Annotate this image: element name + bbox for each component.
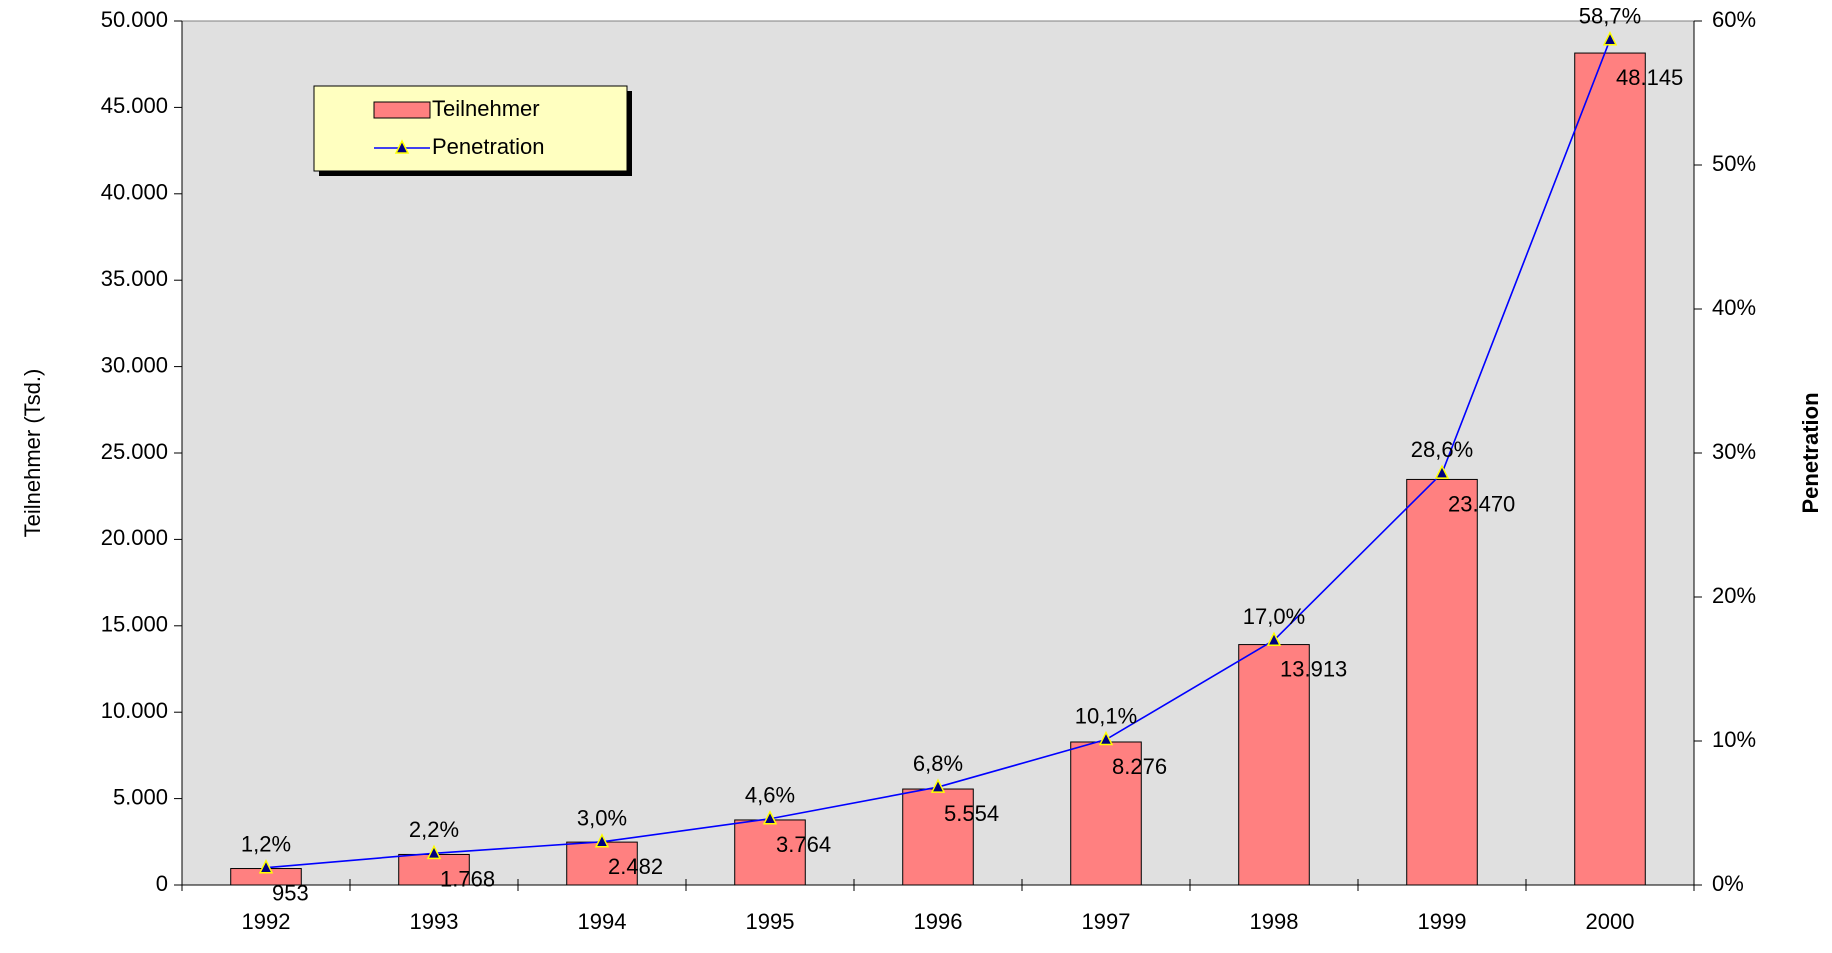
y2-tick-label: 40% xyxy=(1712,295,1756,320)
bar-value-label: 48.145 xyxy=(1616,65,1683,90)
marker xyxy=(1602,31,1618,46)
y-tick-label: 10.000 xyxy=(101,698,168,723)
y2-tick-label: 50% xyxy=(1712,151,1756,176)
legend-swatch xyxy=(373,101,431,119)
y-tick-label: 45.000 xyxy=(101,93,168,118)
legend-label: Teilnehmer xyxy=(432,96,540,121)
y2-tick-label: 0% xyxy=(1712,871,1744,896)
y-tick-label: 40.000 xyxy=(101,180,168,205)
marker xyxy=(1098,730,1114,746)
bar-value-label: 953 xyxy=(272,880,309,905)
y-tick-label: 15.000 xyxy=(101,612,168,637)
line-value-label: 1,2% xyxy=(241,832,291,857)
bar xyxy=(1406,478,1478,886)
y-tick-label: 5.000 xyxy=(113,784,168,809)
line-value-label: 6,8% xyxy=(913,751,963,776)
line-value-label: 3,0% xyxy=(577,806,627,831)
line-value-label: 28,6% xyxy=(1411,437,1473,462)
bar xyxy=(398,853,470,886)
y2-tick-label: 60% xyxy=(1712,7,1756,32)
line-value-label: 10,1% xyxy=(1075,703,1137,728)
legend-marker xyxy=(394,139,410,154)
legend-label: Penetration xyxy=(432,134,545,159)
line-value-label: 2,2% xyxy=(409,817,459,842)
marker xyxy=(258,859,274,874)
y-tick-label: 0 xyxy=(156,871,168,896)
y2-tick-label: 10% xyxy=(1712,727,1756,752)
y-tick-label: 35.000 xyxy=(101,266,168,291)
bar-value-label: 13.913 xyxy=(1280,656,1347,681)
marker xyxy=(1434,464,1450,479)
bar xyxy=(902,788,974,886)
marker xyxy=(1266,631,1282,646)
y2-tick-label: 30% xyxy=(1712,439,1756,464)
marker xyxy=(762,810,778,825)
y-tick-label: 30.000 xyxy=(101,352,168,377)
bar xyxy=(566,841,638,886)
x-tick-label: 1997 xyxy=(1082,909,1131,934)
line-value-label: 58,7% xyxy=(1579,4,1641,29)
bar xyxy=(1238,644,1310,886)
y-axis-label: Teilnehmer (Tsd.) xyxy=(20,369,45,538)
x-tick-label: 1993 xyxy=(410,909,459,934)
y-tick-label: 20.000 xyxy=(101,525,168,550)
x-tick-label: 1999 xyxy=(1418,909,1467,934)
marker xyxy=(930,778,946,793)
y-tick-label: 50.000 xyxy=(101,7,168,32)
y-tick-label: 25.000 xyxy=(101,439,168,464)
x-tick-label: 1995 xyxy=(746,909,795,934)
line-value-label: 17,0% xyxy=(1243,604,1305,629)
bar-value-label: 3.764 xyxy=(776,832,831,857)
bar xyxy=(734,819,806,886)
x-tick-label: 1996 xyxy=(914,909,963,934)
y2-axis-label: Penetration xyxy=(1798,392,1823,513)
marker xyxy=(594,833,610,848)
x-tick-label: 1992 xyxy=(242,909,291,934)
x-tick-label: 1994 xyxy=(578,909,627,934)
bar-value-label: 8.276 xyxy=(1112,754,1167,779)
line-value-label: 4,6% xyxy=(745,783,795,808)
marker xyxy=(426,844,442,860)
y2-tick-label: 20% xyxy=(1712,583,1756,608)
x-tick-label: 1998 xyxy=(1250,909,1299,934)
bar-value-label: 1.768 xyxy=(440,866,495,891)
bar xyxy=(1574,52,1646,886)
bar-value-label: 5.554 xyxy=(944,801,999,826)
bar xyxy=(1070,741,1142,886)
legend-box xyxy=(313,85,628,172)
x-tick-label: 2000 xyxy=(1586,909,1635,934)
bar-value-label: 2.482 xyxy=(608,854,663,879)
bar-value-label: 23.470 xyxy=(1448,491,1515,516)
